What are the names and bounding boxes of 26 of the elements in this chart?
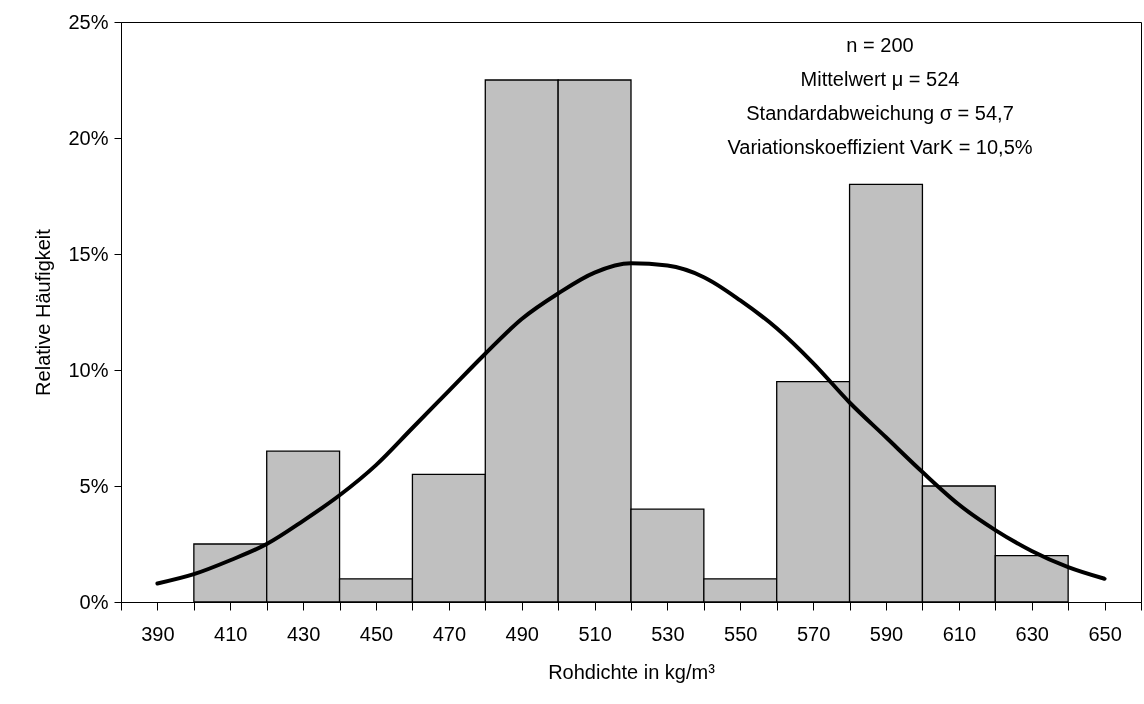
annotation: Variationskoeffizient VarK = 10,5% [727,136,1033,158]
x-tick-label: 510 [578,622,612,645]
y-tick-label: 15% [68,242,109,265]
y-tick-label: 0% [79,590,109,613]
y-tick-label: 10% [68,358,109,381]
annotation: Standardabweichung σ = 54,7 [746,102,1014,124]
x-tick-label: 450 [359,622,394,645]
x-tick-label: 530 [651,622,685,645]
x-tick-label: 550 [724,622,758,645]
x-tick-label: 570 [796,622,831,645]
x-tick-label: 470 [432,622,467,645]
x-tick-label: 650 [1088,622,1122,645]
x-tick-label: 630 [1015,622,1049,645]
x-tick-label: 590 [869,622,904,645]
x-tick-label: 430 [286,622,321,645]
y-tick-label: 25% [68,10,109,33]
y-tick-label: 5% [79,474,109,497]
annotation: n = 200 [846,34,914,56]
x-axis-title: Rohdichte in kg/m³ [548,660,716,683]
annotation: Mittelwert μ = 524 [800,68,960,90]
x-tick-label: 610 [942,622,977,645]
y-tick-label: 20% [68,126,109,149]
y-axis-title: Relative Häufigkeit [32,228,55,396]
x-tick-label: 390 [141,622,175,645]
x-tick-label: 410 [214,622,248,645]
x-tick-label: 490 [505,622,539,645]
